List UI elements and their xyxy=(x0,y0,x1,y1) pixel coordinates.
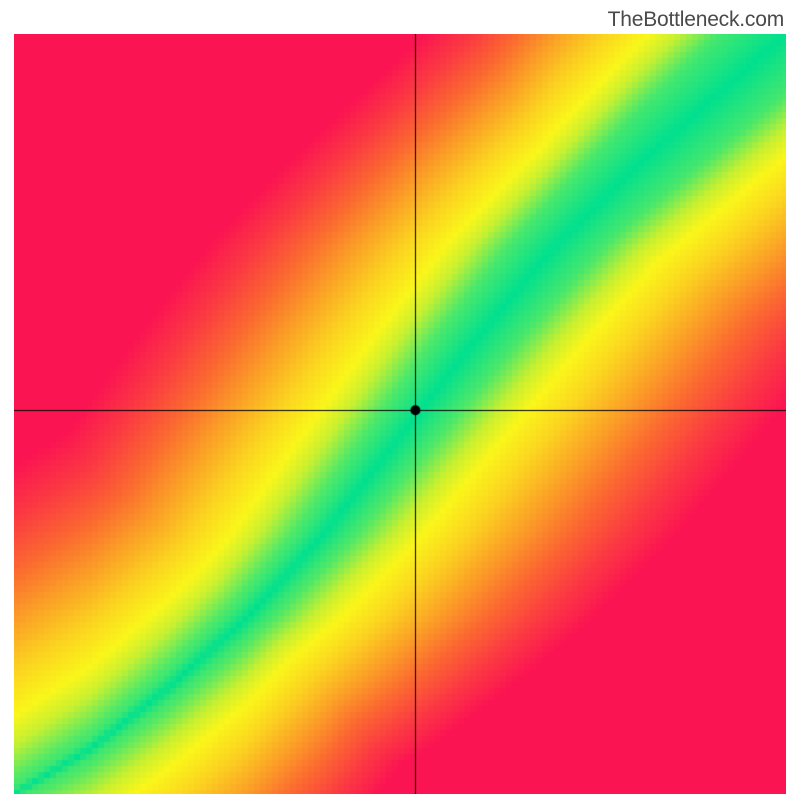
watermark-text: TheBottleneck.com xyxy=(608,8,784,32)
bottleneck-heatmap xyxy=(14,34,786,794)
heatmap-canvas xyxy=(14,34,786,794)
